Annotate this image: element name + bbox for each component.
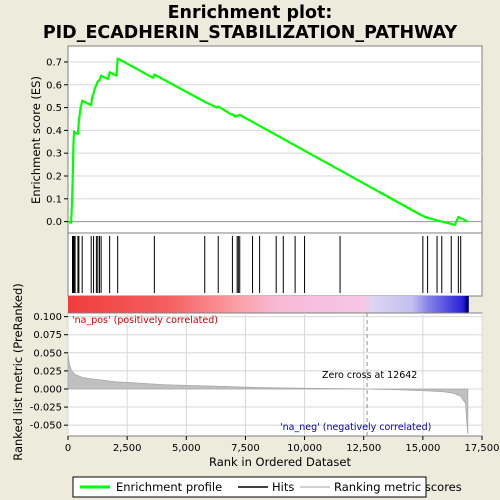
- es-y-axis-label: Enrichment score (ES): [29, 76, 43, 204]
- rank-colorbar: [68, 296, 469, 313]
- hits-panel-frame: [67, 232, 483, 297]
- es-y-tick-label: 0.1: [46, 194, 62, 205]
- es-y-tick-label: 0.7: [46, 57, 62, 68]
- x-tick-label: 15,000: [405, 443, 440, 454]
- ranking-metric-area: [67, 352, 469, 434]
- x-tick-label: 7,500: [231, 443, 260, 454]
- metric-y-tick-label: 0.075: [33, 330, 62, 341]
- zero-cross-label: Zero cross at 12642: [322, 370, 417, 381]
- chart-subtitle: PID_ECADHERIN_STABILIZATION_PATHWAY: [43, 23, 458, 43]
- metric-x-axis: 0 2,500 5,000 7,500 10,000 12,500 15,000 17,500: [65, 436, 500, 454]
- x-tick-label: 0: [65, 443, 71, 454]
- metric-panel-frame: [67, 312, 483, 437]
- es-y-tick-label: 0.2: [46, 171, 62, 182]
- metric-y-tick-label: 0.025: [33, 366, 62, 377]
- x-tick-label: 10,000: [287, 443, 322, 454]
- es-y-tick-label: 0.5: [46, 103, 62, 114]
- x-tick-label: 2,500: [113, 443, 142, 454]
- metric-y-tick-label: 0.100: [33, 312, 62, 323]
- es-y-axis: 0.0 0.1 0.2 0.3 0.4 0.5 0.6 0.7: [46, 57, 68, 228]
- es-panel-frame: [67, 45, 483, 234]
- metric-y-tick-label: -0.025: [30, 403, 62, 414]
- legend-label-ranking-metric: Ranking metric scores: [334, 480, 462, 494]
- neg-label: 'na_neg' (negatively correlated): [280, 422, 431, 433]
- x-tick-label: 17,500: [465, 443, 500, 454]
- legend-label-enrichment-profile: Enrichment profile: [116, 480, 222, 494]
- x-axis-label: Rank in Ordered Dataset: [209, 455, 352, 469]
- metric-y-axis-label: Ranked list metric (PreRanked): [11, 283, 25, 461]
- es-y-tick-label: 0.3: [46, 149, 62, 160]
- legend-label-hits: Hits: [272, 480, 294, 494]
- es-y-tick-label: 0.6: [46, 80, 62, 91]
- x-tick-label: 12,500: [346, 443, 381, 454]
- metric-y-axis: 0.100 0.075 0.050 0.025 0.000 -0.025 -0.050: [30, 312, 68, 432]
- legend: Enrichment profile Hits Ranking metric s…: [72, 476, 462, 498]
- es-y-tick-label: 0.0: [46, 217, 62, 228]
- colorbar-band: [68, 296, 468, 313]
- ranking-metric-fill: [67, 352, 469, 434]
- chart-title: Enrichment plot:: [168, 3, 333, 23]
- metric-y-tick-label: -0.050: [30, 421, 62, 432]
- enrichment-profile-line: [67, 57, 469, 227]
- colorbar-end: [465, 296, 469, 313]
- hits-markers: [71, 236, 462, 293]
- metric-y-tick-label: 0.050: [33, 348, 62, 359]
- enrichment-profile-path: [67, 57, 469, 227]
- metric-y-tick-label: 0.000: [33, 384, 62, 395]
- pos-label: 'na_pos' (positively correlated): [72, 315, 218, 326]
- es-gridlines: [68, 61, 482, 223]
- x-tick-label: 5,000: [172, 443, 201, 454]
- es-y-tick-label: 0.4: [46, 126, 62, 137]
